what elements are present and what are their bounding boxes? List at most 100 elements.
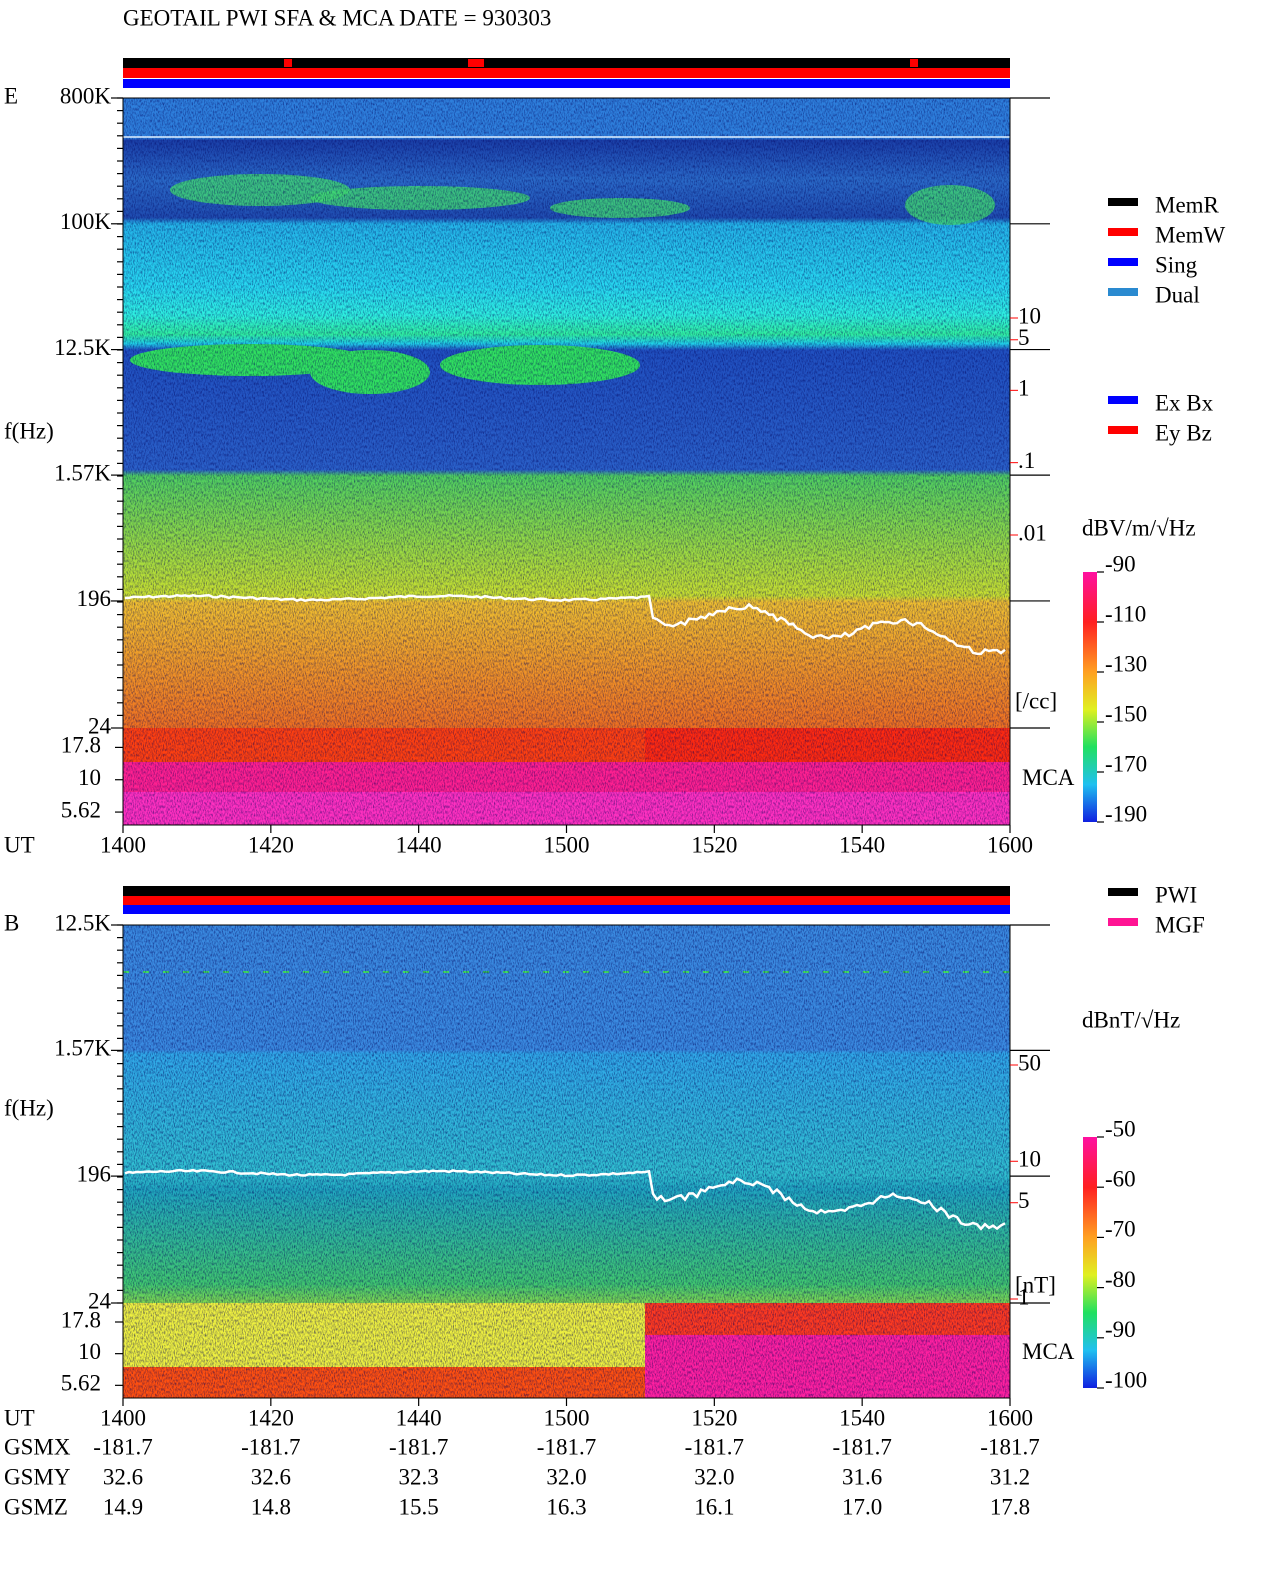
y-tick-label: 800K <box>60 83 112 108</box>
x-tick-label: 1440 <box>396 832 442 857</box>
density-tick-label: 1 <box>1018 376 1030 401</box>
legend-label: MemW <box>1155 222 1226 247</box>
legend-swatch <box>1108 198 1138 206</box>
mca-channel-label: 5.62 <box>61 797 101 822</box>
density-tick-label: 10 <box>1018 303 1041 328</box>
orbit-value: -181.7 <box>685 1434 744 1459</box>
orbit-value: 15.5 <box>399 1494 439 1519</box>
y-tick-label: 196 <box>77 1161 112 1186</box>
density-tick-label: 5 <box>1018 1188 1030 1213</box>
orbit-value: 16.1 <box>694 1494 734 1519</box>
mca-label: MCA <box>1022 1339 1075 1364</box>
density-unit: [nT] <box>1015 1272 1056 1297</box>
legend-swatch <box>1108 426 1138 434</box>
legend-swatch <box>1108 396 1138 404</box>
orbit-label: GSMX <box>4 1434 71 1459</box>
x-tick-label: 1420 <box>248 1405 294 1430</box>
title: GEOTAIL PWI SFA & MCA DATE = 930303 <box>123 5 551 30</box>
spectrogram-e <box>123 98 1010 825</box>
colorbar-tick-label: -170 <box>1105 751 1147 776</box>
orbit-value: 14.9 <box>103 1494 143 1519</box>
legend-swatch <box>1108 258 1138 266</box>
orbit-value: 32.6 <box>103 1464 143 1489</box>
colorbar <box>1083 1137 1097 1388</box>
y-tick-label: 196 <box>77 586 112 611</box>
y-tick-label: 100K <box>60 209 112 234</box>
legend-swatch <box>1108 228 1138 236</box>
legend-label: Dual <box>1155 282 1200 307</box>
mca-channel-label: 10 <box>78 1339 101 1364</box>
y-tick-label: 24 <box>88 713 112 738</box>
legend-label: MemR <box>1155 192 1220 217</box>
orbit-value: -181.7 <box>832 1434 891 1459</box>
density-tick-label: .01 <box>1018 520 1047 545</box>
legend-label: Sing <box>1155 252 1198 277</box>
orbit-value: 16.3 <box>546 1494 586 1519</box>
status-bars <box>123 58 1010 914</box>
orbit-value: -181.7 <box>389 1434 448 1459</box>
orbit-value: 32.3 <box>399 1464 439 1489</box>
x-tick-label: 1540 <box>839 1405 885 1430</box>
legend-label: Ex Bx <box>1155 390 1214 415</box>
legend-label: MGF <box>1155 912 1205 937</box>
panel-label: E <box>4 83 18 108</box>
orbit-value: 14.8 <box>251 1494 291 1519</box>
density-unit: [/cc] <box>1015 688 1057 713</box>
colorbar-unit: dBnT/√Hz <box>1082 1007 1180 1032</box>
colorbar-tick-label: -60 <box>1105 1166 1136 1191</box>
density-tick-label: .1 <box>1018 448 1035 473</box>
colorbar-tick-label: -90 <box>1105 1317 1136 1342</box>
x-tick-label: 1600 <box>987 832 1033 857</box>
x-tick-label: 1440 <box>396 1405 442 1430</box>
density-tick-label: 5 <box>1018 325 1030 350</box>
x-tick-label: 1600 <box>987 1405 1033 1430</box>
y-tick-label: 1.57K <box>54 1036 111 1061</box>
colorbar-unit: dBV/m/√Hz <box>1082 515 1196 540</box>
x-tick-label: 1500 <box>544 832 590 857</box>
orbit-value: -181.7 <box>93 1434 152 1459</box>
x-tick-label: 1520 <box>691 832 737 857</box>
colorbar-tick-label: -100 <box>1105 1367 1147 1392</box>
colorbar <box>1083 572 1097 822</box>
x-axis-label: UT <box>4 1405 35 1430</box>
density-tick-label: 50 <box>1018 1050 1041 1075</box>
colorbar-tick-label: -70 <box>1105 1217 1136 1242</box>
y-tick-label: 1.57K <box>54 460 111 485</box>
spectrogram-b <box>123 925 1010 1398</box>
colorbar-tick-label: -130 <box>1105 651 1147 676</box>
orbit-value: 32.0 <box>546 1464 586 1489</box>
mca-channel-label: 17.8 <box>61 733 101 758</box>
mca-channel-label: 17.8 <box>61 1307 101 1332</box>
x-tick-label: 1500 <box>544 1405 590 1430</box>
legend-swatch <box>1108 288 1138 296</box>
legend-swatch <box>1108 918 1138 926</box>
colorbar-tick-label: -90 <box>1105 551 1136 576</box>
orbit-value: 31.2 <box>990 1464 1030 1489</box>
x-tick-label: 1400 <box>100 832 146 857</box>
mca-channel-label: 10 <box>78 765 101 790</box>
colorbar-tick-label: -190 <box>1105 801 1147 826</box>
orbit-value: -181.7 <box>980 1434 1039 1459</box>
y-axis-label: f(Hz) <box>4 1095 54 1120</box>
y-axis-label: f(Hz) <box>4 418 54 443</box>
colorbar-tick-label: -110 <box>1105 601 1146 626</box>
colorbar-tick-label: -50 <box>1105 1116 1136 1141</box>
orbit-value: 32.0 <box>694 1464 734 1489</box>
y-tick-label: 12.5K <box>54 335 111 360</box>
y-tick-label: 12.5K <box>54 910 111 935</box>
orbit-value: -181.7 <box>537 1434 596 1459</box>
orbit-label: GSMZ <box>4 1494 68 1519</box>
density-tick-label: 1 <box>1018 1284 1030 1309</box>
panel-label: B <box>4 910 19 935</box>
orbit-value: 17.0 <box>842 1494 882 1519</box>
orbit-value: 17.8 <box>990 1494 1030 1519</box>
mca-label: MCA <box>1022 765 1075 790</box>
x-tick-label: 1520 <box>691 1405 737 1430</box>
legend-swatch <box>1108 888 1138 896</box>
colorbar-tick-label: -80 <box>1105 1267 1136 1292</box>
orbit-value: 31.6 <box>842 1464 882 1489</box>
x-tick-label: 1400 <box>100 1405 146 1430</box>
trace <box>124 1168 1006 1231</box>
x-axis-label: UT <box>4 832 35 857</box>
x-tick-label: 1420 <box>248 832 294 857</box>
